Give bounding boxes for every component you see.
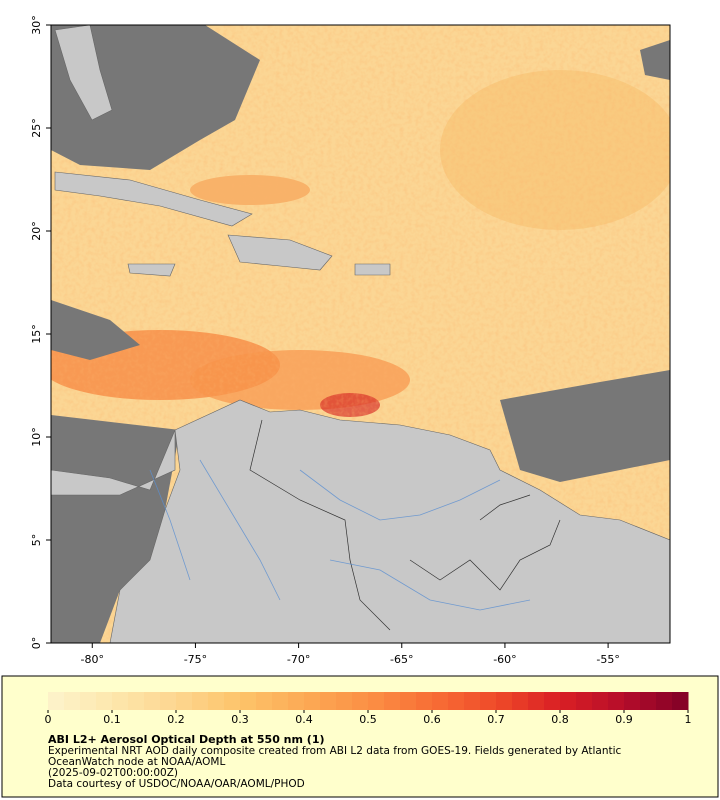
colorbar-tick-label: 0.5 [359,713,377,726]
y-tick-label: 25° [30,118,43,138]
map-image [51,25,670,643]
colorbar-swatch [208,692,225,710]
colorbar-swatch [400,692,417,710]
colorbar-tick-label: 0.4 [295,713,313,726]
colorbar-swatch [320,692,337,710]
caption-line: OceanWatch node at NOAA/AOML [48,756,225,768]
colorbar-swatch [528,692,545,710]
colorbar-tick-label: 0.1 [103,713,121,726]
colorbar-swatch [112,692,129,710]
caption-line: Experimental NRT AOD daily composite cre… [48,745,622,757]
y-tick-label: 10° [30,427,43,447]
colorbar-swatch [384,692,401,710]
colorbar-tick-label: 1 [685,713,692,726]
y-tick-label: 30° [30,15,43,35]
colorbar-swatch [336,692,353,710]
y-tick-label: 0° [30,637,43,650]
colorbar-swatch [288,692,305,710]
colorbar-swatch [368,692,385,710]
colorbar-swatch [256,692,273,710]
colorbar-tick-label: 0.7 [487,713,505,726]
colorbar-tick-label: 0.2 [167,713,185,726]
colorbar-swatch [304,692,321,710]
x-tick-label: -60° [493,653,516,666]
colorbar-tick-label: 0.6 [423,713,441,726]
colorbar-swatch [640,692,657,710]
colorbar-swatch [160,692,177,710]
colorbar-tick-label: 0.3 [231,713,249,726]
caption-line: Data courtesy of USDOC/NOAA/OAR/AOML/PHO… [48,778,305,790]
y-tick-label: 5° [30,534,43,547]
x-tick-label: -55° [596,653,619,666]
x-tick-label: -65° [390,653,413,666]
colorbar-tick-label: 0 [45,713,52,726]
colorbar-swatch [192,692,209,710]
y-tick-label: 15° [30,324,43,344]
colorbar-swatch [352,692,369,710]
colorbar-swatch [496,692,513,710]
colorbar-swatch [432,692,449,710]
colorbar-swatch [512,692,529,710]
colorbar-swatch [240,692,257,710]
colorbar-swatch [608,692,625,710]
colorbar-swatch [416,692,433,710]
title: ABI L2+ Aerosol Optical Depth at 550 nm … [48,733,325,746]
colorbar-swatch [544,692,561,710]
colorbar-swatch [624,692,641,710]
colorbar-swatch [576,692,593,710]
caption-line: (2025-09-02T00:00:00Z) [48,767,178,779]
colorbar-swatch [272,692,289,710]
colorbar-tick-label: 0.8 [551,713,569,726]
x-tick-label: -75° [184,653,207,666]
colorbar-swatch [176,692,193,710]
colorbar-swatch [64,692,81,710]
colorbar-swatch [480,692,497,710]
colorbar-swatch [96,692,113,710]
colorbar-swatch [672,692,689,710]
colorbar-swatch [448,692,465,710]
colorbar-swatch [128,692,145,710]
x-tick-label: -70° [287,653,310,666]
colorbar-swatch [48,692,65,710]
colorbar-swatch [656,692,673,710]
colorbar-swatch [224,692,241,710]
colorbar-tick-label: 0.9 [615,713,633,726]
y-tick-label: 20° [30,221,43,241]
colorbar-swatch [464,692,481,710]
colorbar-swatch [560,692,577,710]
colorbar-swatch [592,692,609,710]
colorbar-swatch [144,692,161,710]
x-tick-label: -80° [81,653,104,666]
colorbar-swatch [80,692,97,710]
